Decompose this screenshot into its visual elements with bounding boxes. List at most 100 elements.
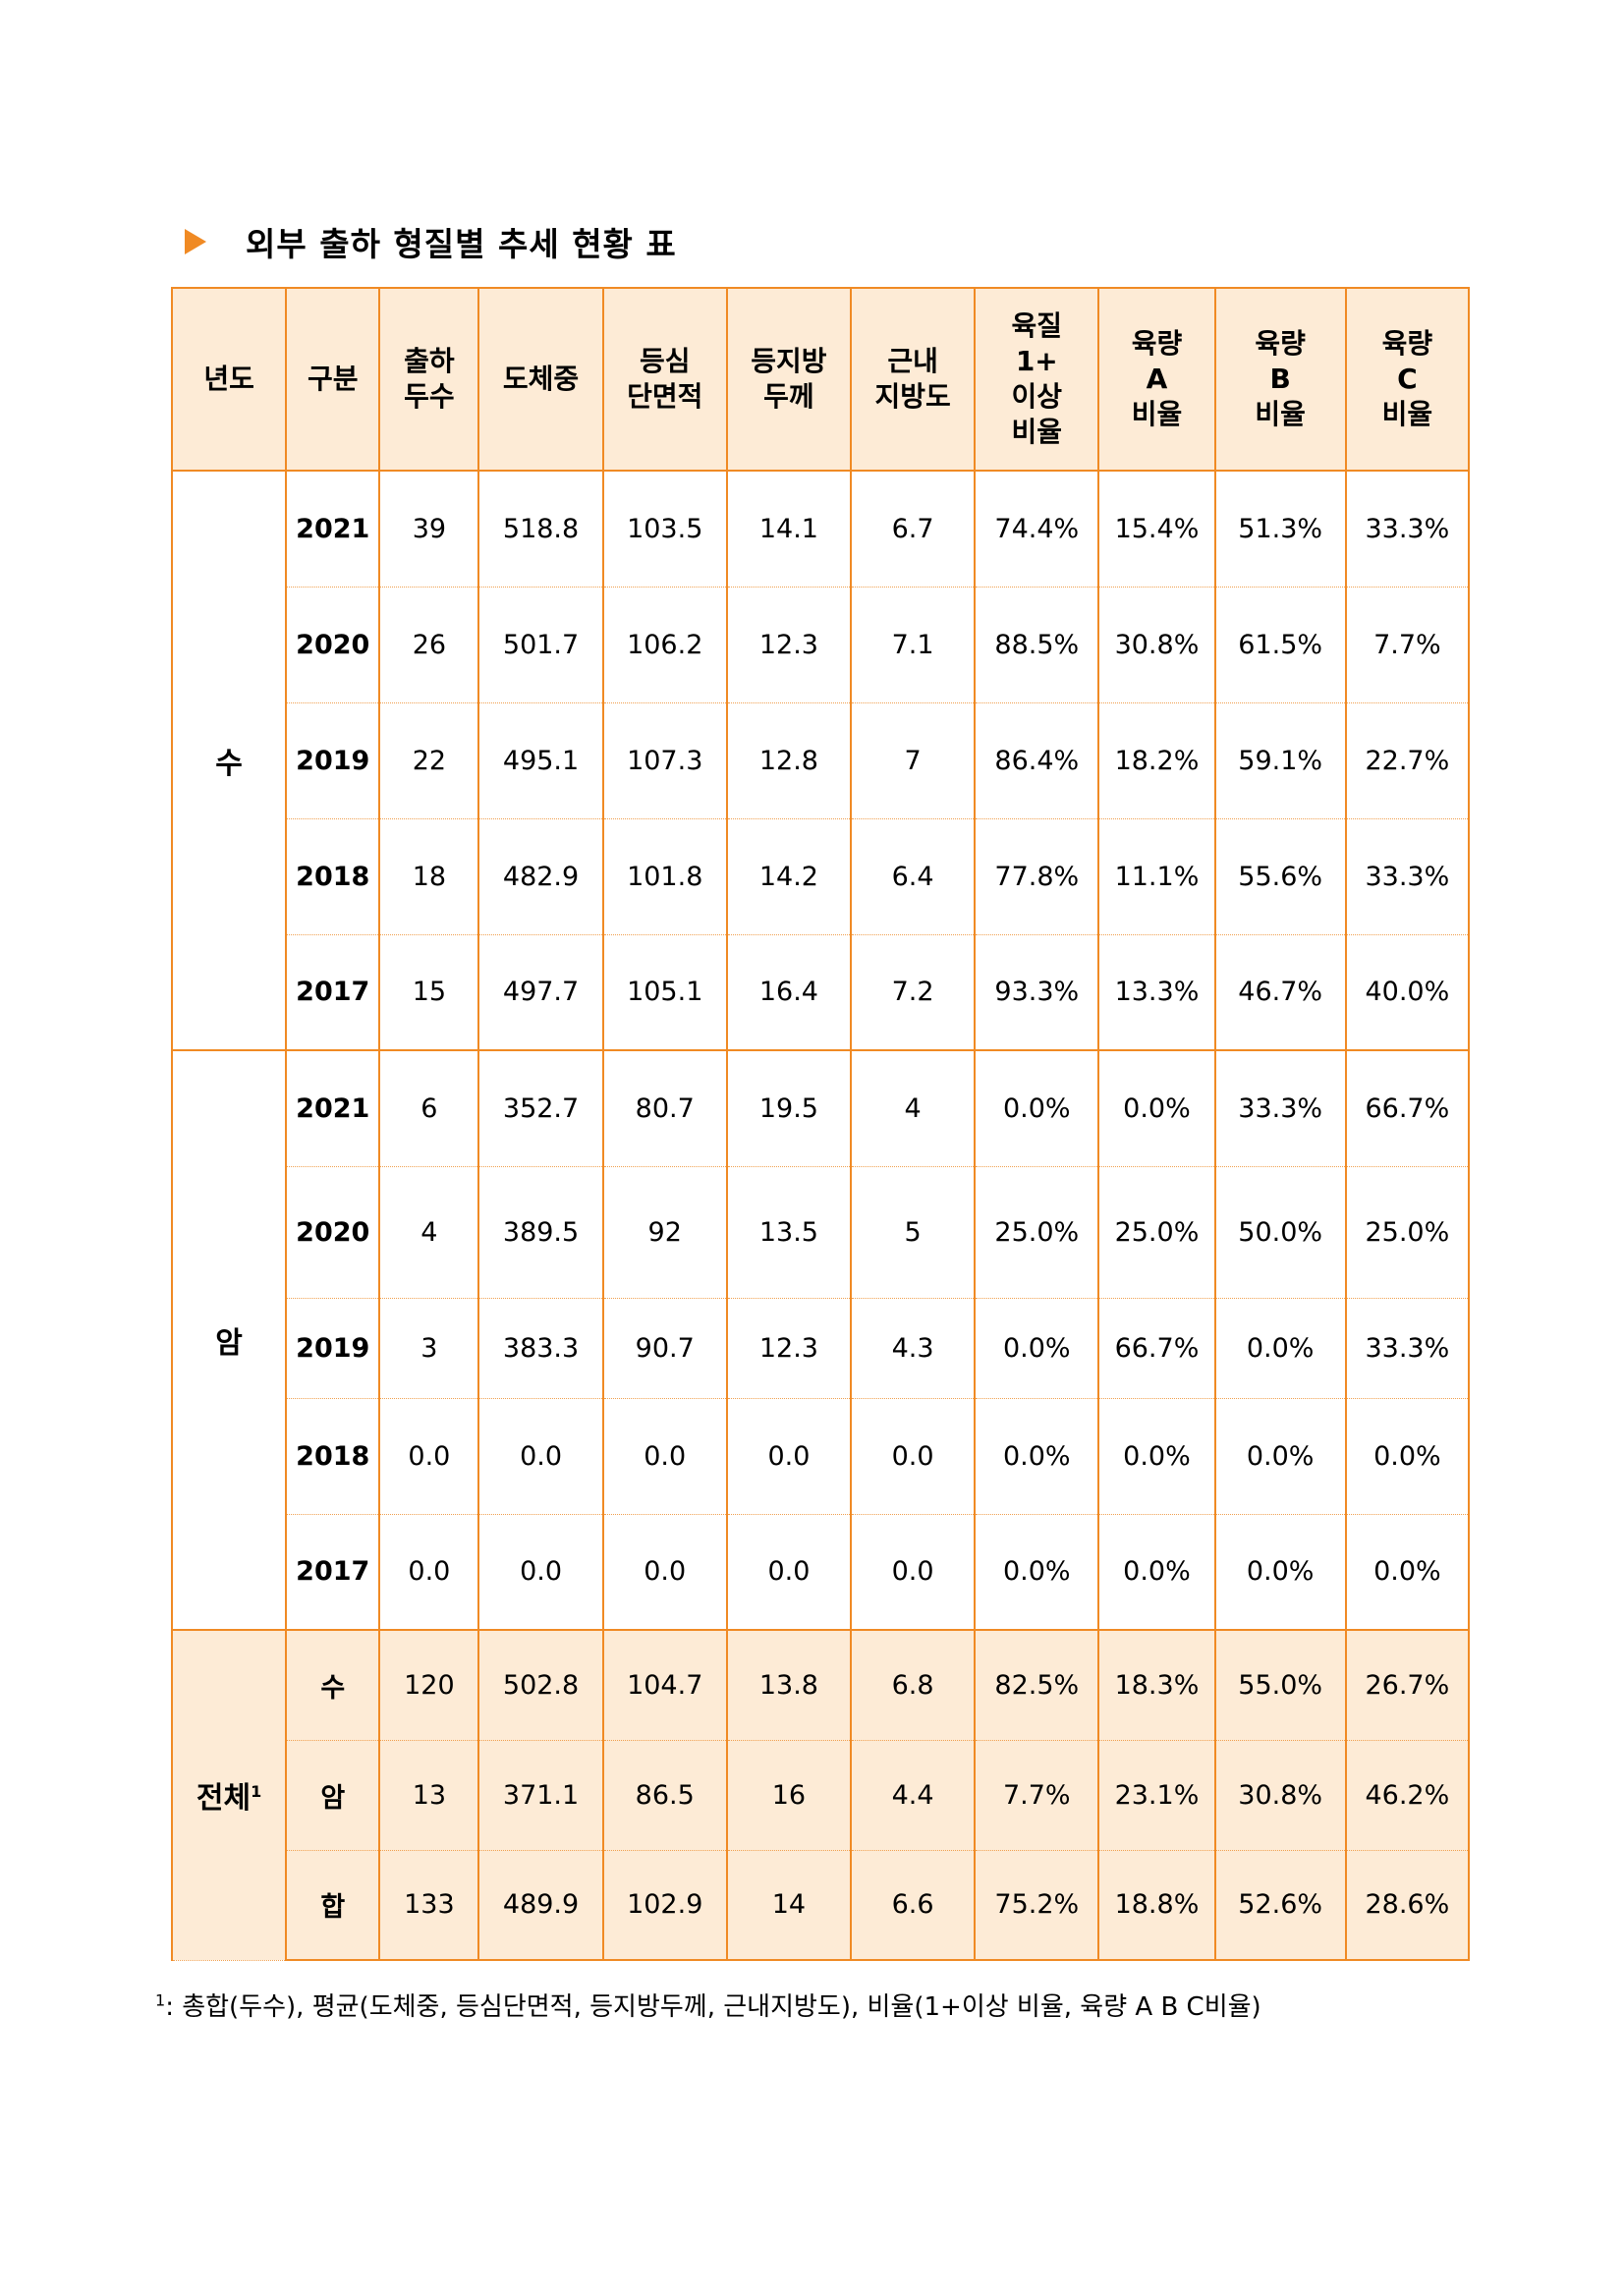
- cell-grade1: 77.8%: [974, 817, 1100, 935]
- header-category: 구분: [285, 287, 381, 472]
- table-row: 수 2021 39 518.8 103.5 14.1 6.7 74.4% 15.4% 51.3% 3…: [170, 470, 1471, 1051]
- cell-yieldB: 0.0%: [1213, 1513, 1347, 1631]
- cell-marbling: 4.4: [850, 1739, 977, 1851]
- table-row: 2018 0.0 0.0 0.0 0.0 0.0 0.0% 0.0% 0.0% 0.0%: [172, 1397, 1471, 1515]
- page-title: 외부 출하 형질별 추세 현황 표: [246, 225, 677, 263]
- group-label: 전체1: [170, 1629, 288, 1961]
- cell-fat: 14.1: [725, 470, 853, 588]
- row-label: 2019: [285, 701, 381, 819]
- cell-weight: 518.8: [477, 470, 604, 588]
- cell-yieldC: 7.7%: [1344, 586, 1471, 703]
- table-row: 2020 4 389.5 92 13.5 5 25.0% 25.0% 50.0% 25.0%: [172, 1165, 1471, 1299]
- cell-yieldA: 18.2%: [1097, 701, 1216, 819]
- table-row: 전체1 수 120 502.8 104.7 13.8 6.8 82.5% 18.3% 55.0% 2…: [170, 1629, 1471, 1961]
- cell-grade1: 25.0%: [974, 1165, 1100, 1299]
- cell-count: 133: [378, 1849, 480, 1961]
- cell-fat: 14: [725, 1849, 853, 1961]
- row-label: 2017: [285, 933, 381, 1051]
- cell-yieldA: 11.1%: [1097, 817, 1216, 935]
- cell-yieldB: 46.7%: [1213, 933, 1347, 1051]
- row-label: 2017: [285, 1513, 381, 1631]
- footnote-marker: 1: [155, 1990, 166, 2010]
- cell-count: 18: [378, 817, 480, 935]
- cell-fat: 16: [725, 1739, 853, 1851]
- cell-grade1: 82.5%: [974, 1629, 1100, 1741]
- cell-yieldA: 18.8%: [1097, 1849, 1216, 1961]
- cell-area: 86.5: [601, 1739, 728, 1851]
- cell-yieldB: 52.6%: [1213, 1849, 1347, 1961]
- cell-marbling: 7: [850, 701, 977, 819]
- cell-yieldA: 30.8%: [1097, 586, 1216, 703]
- cell-yieldB: 33.3%: [1213, 1049, 1347, 1167]
- header-weight: 도체중: [477, 287, 604, 472]
- cell-count: 4: [378, 1165, 480, 1299]
- cell-yieldC: 0.0%: [1344, 1397, 1471, 1515]
- row-label: 2019: [285, 1297, 381, 1399]
- cell-yieldB: 55.0%: [1213, 1629, 1347, 1741]
- cell-weight: 371.1: [477, 1739, 604, 1851]
- cell-area: 107.3: [601, 701, 728, 819]
- cell-yieldC: 25.0%: [1344, 1165, 1471, 1299]
- cell-grade1: 75.2%: [974, 1849, 1100, 1961]
- table-row: 2019 22 495.1 107.3 12.8 7 86.4% 18.2% 59.1% 22.7…: [172, 701, 1471, 819]
- cell-area: 103.5: [601, 470, 728, 588]
- header-year: 년도: [170, 287, 288, 472]
- cell-yieldA: 0.0%: [1097, 1397, 1216, 1515]
- cell-yieldC: 0.0%: [1344, 1513, 1471, 1631]
- cell-fat: 12.8: [725, 701, 853, 819]
- cell-fat: 13.5: [725, 1165, 853, 1299]
- header-marbling: 근내 지방도: [850, 287, 977, 472]
- cell-yieldA: 13.3%: [1097, 933, 1216, 1051]
- cell-grade1: 0.0%: [974, 1397, 1100, 1515]
- row-label: 2018: [285, 1397, 381, 1515]
- triangle-bullet-icon: [185, 229, 206, 254]
- cell-yieldB: 61.5%: [1213, 586, 1347, 703]
- header-grade1: 육질 1+ 이상 비율: [974, 287, 1100, 472]
- cell-weight: 497.7: [477, 933, 604, 1051]
- cell-count: 39: [378, 470, 480, 588]
- table-row: 2019 3 383.3 90.7 12.3 4.3 0.0% 66.7% 0.0% 33.3%: [172, 1297, 1471, 1399]
- table-row: 2017 0.0 0.0 0.0 0.0 0.0 0.0% 0.0% 0.0% 0.0%: [172, 1513, 1471, 1631]
- cell-weight: 501.7: [477, 586, 604, 703]
- footnote-text: : 총합(두수), 평균(도체중, 등심단면적, 등지방두께, 근내지방도), …: [165, 1992, 1261, 2022]
- cell-marbling: 7.1: [850, 586, 977, 703]
- table-row: 2018 18 482.9 101.8 14.2 6.4 77.8% 11.1% 55.6% 33…: [172, 817, 1471, 935]
- cell-yieldC: 26.7%: [1344, 1629, 1471, 1741]
- cell-weight: 0.0: [477, 1397, 604, 1515]
- cell-grade1: 0.0%: [974, 1513, 1100, 1631]
- header-row: 년도 구분 출하 두수 도체중 등심 단면적 등지방 두께 근내 지방도 육질 1+ 이상 비…: [170, 287, 1471, 472]
- cell-yieldC: 40.0%: [1344, 933, 1471, 1051]
- cell-count: 6: [378, 1049, 480, 1167]
- header-area: 등심 단면적: [601, 287, 728, 472]
- cell-weight: 482.9: [477, 817, 604, 935]
- cell-area: 0.0: [601, 1397, 728, 1515]
- cell-fat: 13.8: [725, 1629, 853, 1741]
- header-yield-c: 육량 C 비율: [1344, 287, 1471, 472]
- header-yield-b: 육량 B 비율: [1213, 287, 1347, 472]
- cell-yieldA: 23.1%: [1097, 1739, 1216, 1851]
- row-label: 암: [285, 1739, 381, 1851]
- cell-count: 0.0: [378, 1513, 480, 1631]
- footnote: 1: 총합(두수), 평균(도체중, 등심단면적, 등지방두께, 근내지방도),…: [155, 1987, 1261, 2023]
- cell-weight: 502.8: [477, 1629, 604, 1741]
- cell-grade1: 86.4%: [974, 701, 1100, 819]
- row-label: 2021: [285, 1049, 381, 1167]
- cell-marbling: 6.4: [850, 817, 977, 935]
- header-yield-a: 육량 A 비율: [1097, 287, 1216, 472]
- cell-area: 102.9: [601, 1849, 728, 1961]
- cell-yieldC: 46.2%: [1344, 1739, 1471, 1851]
- cell-yieldA: 0.0%: [1097, 1049, 1216, 1167]
- cell-grade1: 7.7%: [974, 1739, 1100, 1851]
- cell-fat: 19.5: [725, 1049, 853, 1167]
- table-row: 2017 15 497.7 105.1 16.4 7.2 93.3% 13.3% 46.7% 40…: [172, 933, 1471, 1051]
- cell-marbling: 7.2: [850, 933, 977, 1051]
- cell-yieldC: 66.7%: [1344, 1049, 1471, 1167]
- cell-marbling: 6.6: [850, 1849, 977, 1961]
- cell-marbling: 4: [850, 1049, 977, 1167]
- cell-area: 0.0: [601, 1513, 728, 1631]
- cell-weight: 489.9: [477, 1849, 604, 1961]
- cell-yieldB: 59.1%: [1213, 701, 1347, 819]
- cell-yieldA: 18.3%: [1097, 1629, 1216, 1741]
- cell-weight: 352.7: [477, 1049, 604, 1167]
- cell-yieldA: 0.0%: [1097, 1513, 1216, 1631]
